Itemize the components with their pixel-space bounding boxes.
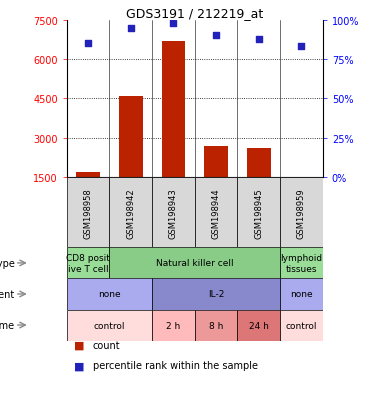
Text: GSM198945: GSM198945 (254, 188, 263, 238)
Bar (67, 310, 152, 341)
Bar (280, 248, 323, 279)
Text: IL-2: IL-2 (208, 290, 224, 299)
Bar (237, 310, 280, 341)
Point (256, 36, 262, 43)
Bar (109, 248, 280, 279)
Title: GDS3191 / 212219_at: GDS3191 / 212219_at (126, 7, 263, 19)
Bar (162, 42, 185, 178)
Bar (152, 279, 280, 310)
Text: 24 h: 24 h (249, 321, 269, 330)
Bar (204, 146, 228, 178)
Text: ■: ■ (74, 340, 85, 350)
Text: lymphoid
tissues: lymphoid tissues (280, 254, 322, 273)
Text: 8 h: 8 h (209, 321, 223, 330)
Point (128, 25, 134, 32)
Bar (119, 97, 142, 178)
Text: ■: ■ (74, 361, 85, 370)
Bar (67, 178, 109, 248)
Text: agent: agent (0, 289, 15, 299)
Text: GSM198944: GSM198944 (211, 188, 221, 238)
Text: percentile rank within the sample: percentile rank within the sample (93, 361, 258, 370)
Bar (67, 248, 109, 279)
Text: CD8 posit
ive T cell: CD8 posit ive T cell (66, 254, 110, 273)
Bar (280, 279, 323, 310)
Text: Natural killer cell: Natural killer cell (156, 259, 234, 268)
Text: GSM198959: GSM198959 (297, 188, 306, 238)
Point (298, 44, 304, 51)
Bar (280, 310, 323, 341)
Text: GSM198942: GSM198942 (126, 188, 135, 238)
Text: GSM198958: GSM198958 (83, 188, 93, 238)
Bar (237, 178, 280, 248)
Point (85, 41, 91, 47)
Bar (152, 178, 195, 248)
Point (213, 33, 219, 40)
Text: control: control (286, 321, 317, 330)
Point (171, 21, 177, 27)
Bar (67, 279, 152, 310)
Bar (152, 310, 195, 341)
Text: control: control (94, 321, 125, 330)
Bar (195, 310, 237, 341)
Bar (195, 178, 237, 248)
Text: none: none (98, 290, 121, 299)
Bar (247, 149, 270, 178)
Bar (280, 178, 323, 248)
Text: time: time (0, 320, 15, 330)
Text: cell type: cell type (0, 258, 15, 268)
Bar (109, 178, 152, 248)
Text: none: none (290, 290, 313, 299)
Text: GSM198943: GSM198943 (169, 188, 178, 238)
Text: count: count (93, 340, 120, 350)
Text: 2 h: 2 h (166, 321, 181, 330)
Bar (76, 172, 100, 178)
